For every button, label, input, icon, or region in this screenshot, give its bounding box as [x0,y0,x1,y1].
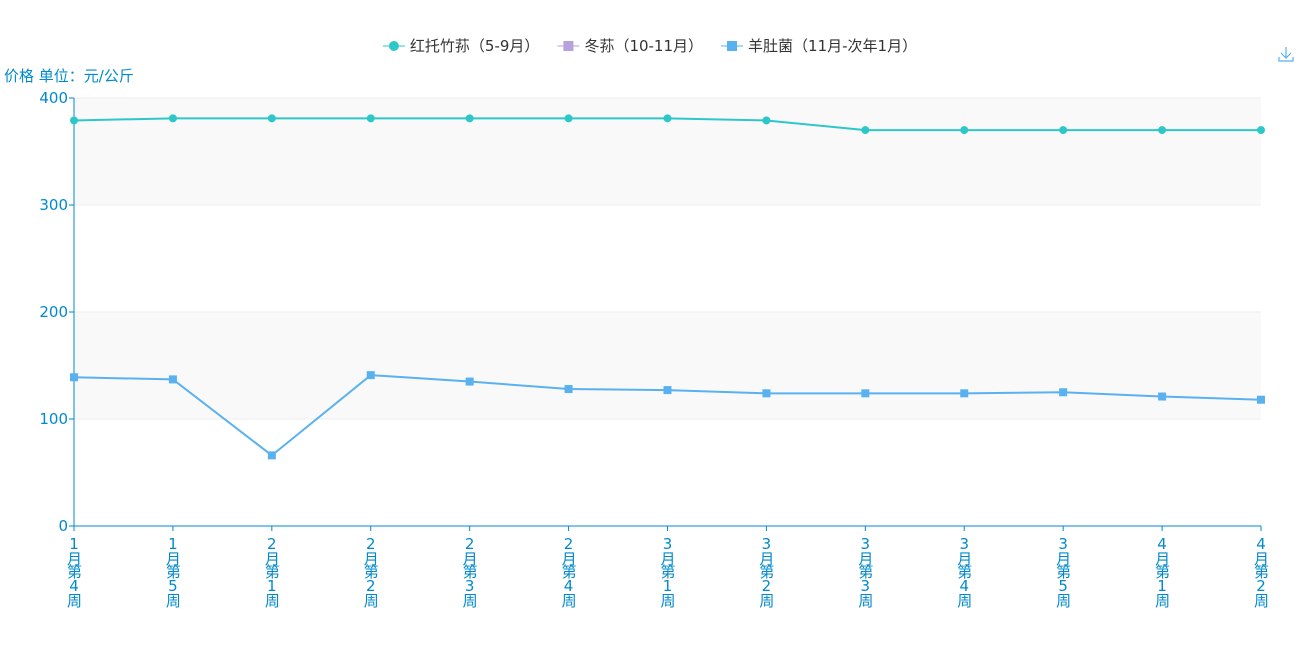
x-tick-label: 3月第2周 [757,535,775,609]
point [861,389,870,398]
point [861,126,870,135]
point [1059,126,1068,135]
point [465,377,474,386]
point [70,116,78,125]
x-tick-label: 1月第4周 [65,535,83,609]
x-tick-label: 3月第4周 [955,535,973,609]
legend-symbol [388,41,399,51]
point [762,116,771,125]
y-tick-label: 200 [39,303,68,321]
point [663,114,672,123]
legend: 红托竹荪（5-9月） 冬荪（10-11月） 羊肚菌（11月-次年1月） [382,37,917,55]
split-area [74,98,1261,205]
x-tick-label: 3月第3周 [856,535,874,609]
legend-label: 羊肚菌（11月-次年1月） [748,37,917,55]
x-tick-label: 4月第2周 [1252,535,1270,609]
legend-symbol [563,41,574,51]
download-icon[interactable] [1278,47,1294,62]
point [564,114,573,123]
x-tick-label: 4月第1周 [1153,535,1171,609]
legend-symbol [727,41,738,51]
point [1158,126,1167,135]
point [1257,395,1265,404]
split-area [74,419,1261,526]
legend-label: 冬荪（10-11月） [584,37,703,55]
x-tick-label: 3月第1周 [659,535,677,609]
point [70,373,78,382]
point [762,389,771,398]
x-tick-label: 2月第3周 [461,535,479,609]
split-area [74,205,1261,312]
point [366,114,375,123]
x-tick-label: 2月第1周 [263,535,281,609]
split-area [74,312,1261,419]
point [366,371,375,380]
point [564,385,573,394]
y-tick-label: 300 [39,196,68,214]
y-tick-label: 100 [39,410,68,428]
x-tick-label: 2月第4周 [560,535,578,609]
x-tick-label: 1月第5周 [164,535,182,609]
y-tick-label: 400 [39,89,68,107]
point [168,114,177,123]
point [267,114,276,123]
x-tick-label: 3月第5周 [1054,535,1072,609]
legend-label: 红托竹荪（5-9月） [410,37,540,55]
point [960,389,969,398]
point [1158,392,1167,401]
point [168,375,177,384]
y-tick-label: 0 [58,517,68,535]
x-tick-label: 2月第2周 [362,535,380,609]
y-axis-title: 价格 单位：元/公斤 [4,67,134,85]
point [663,386,672,395]
point [465,114,474,123]
point [1059,388,1068,397]
point [267,451,276,460]
point [1257,126,1265,135]
point [960,126,969,135]
